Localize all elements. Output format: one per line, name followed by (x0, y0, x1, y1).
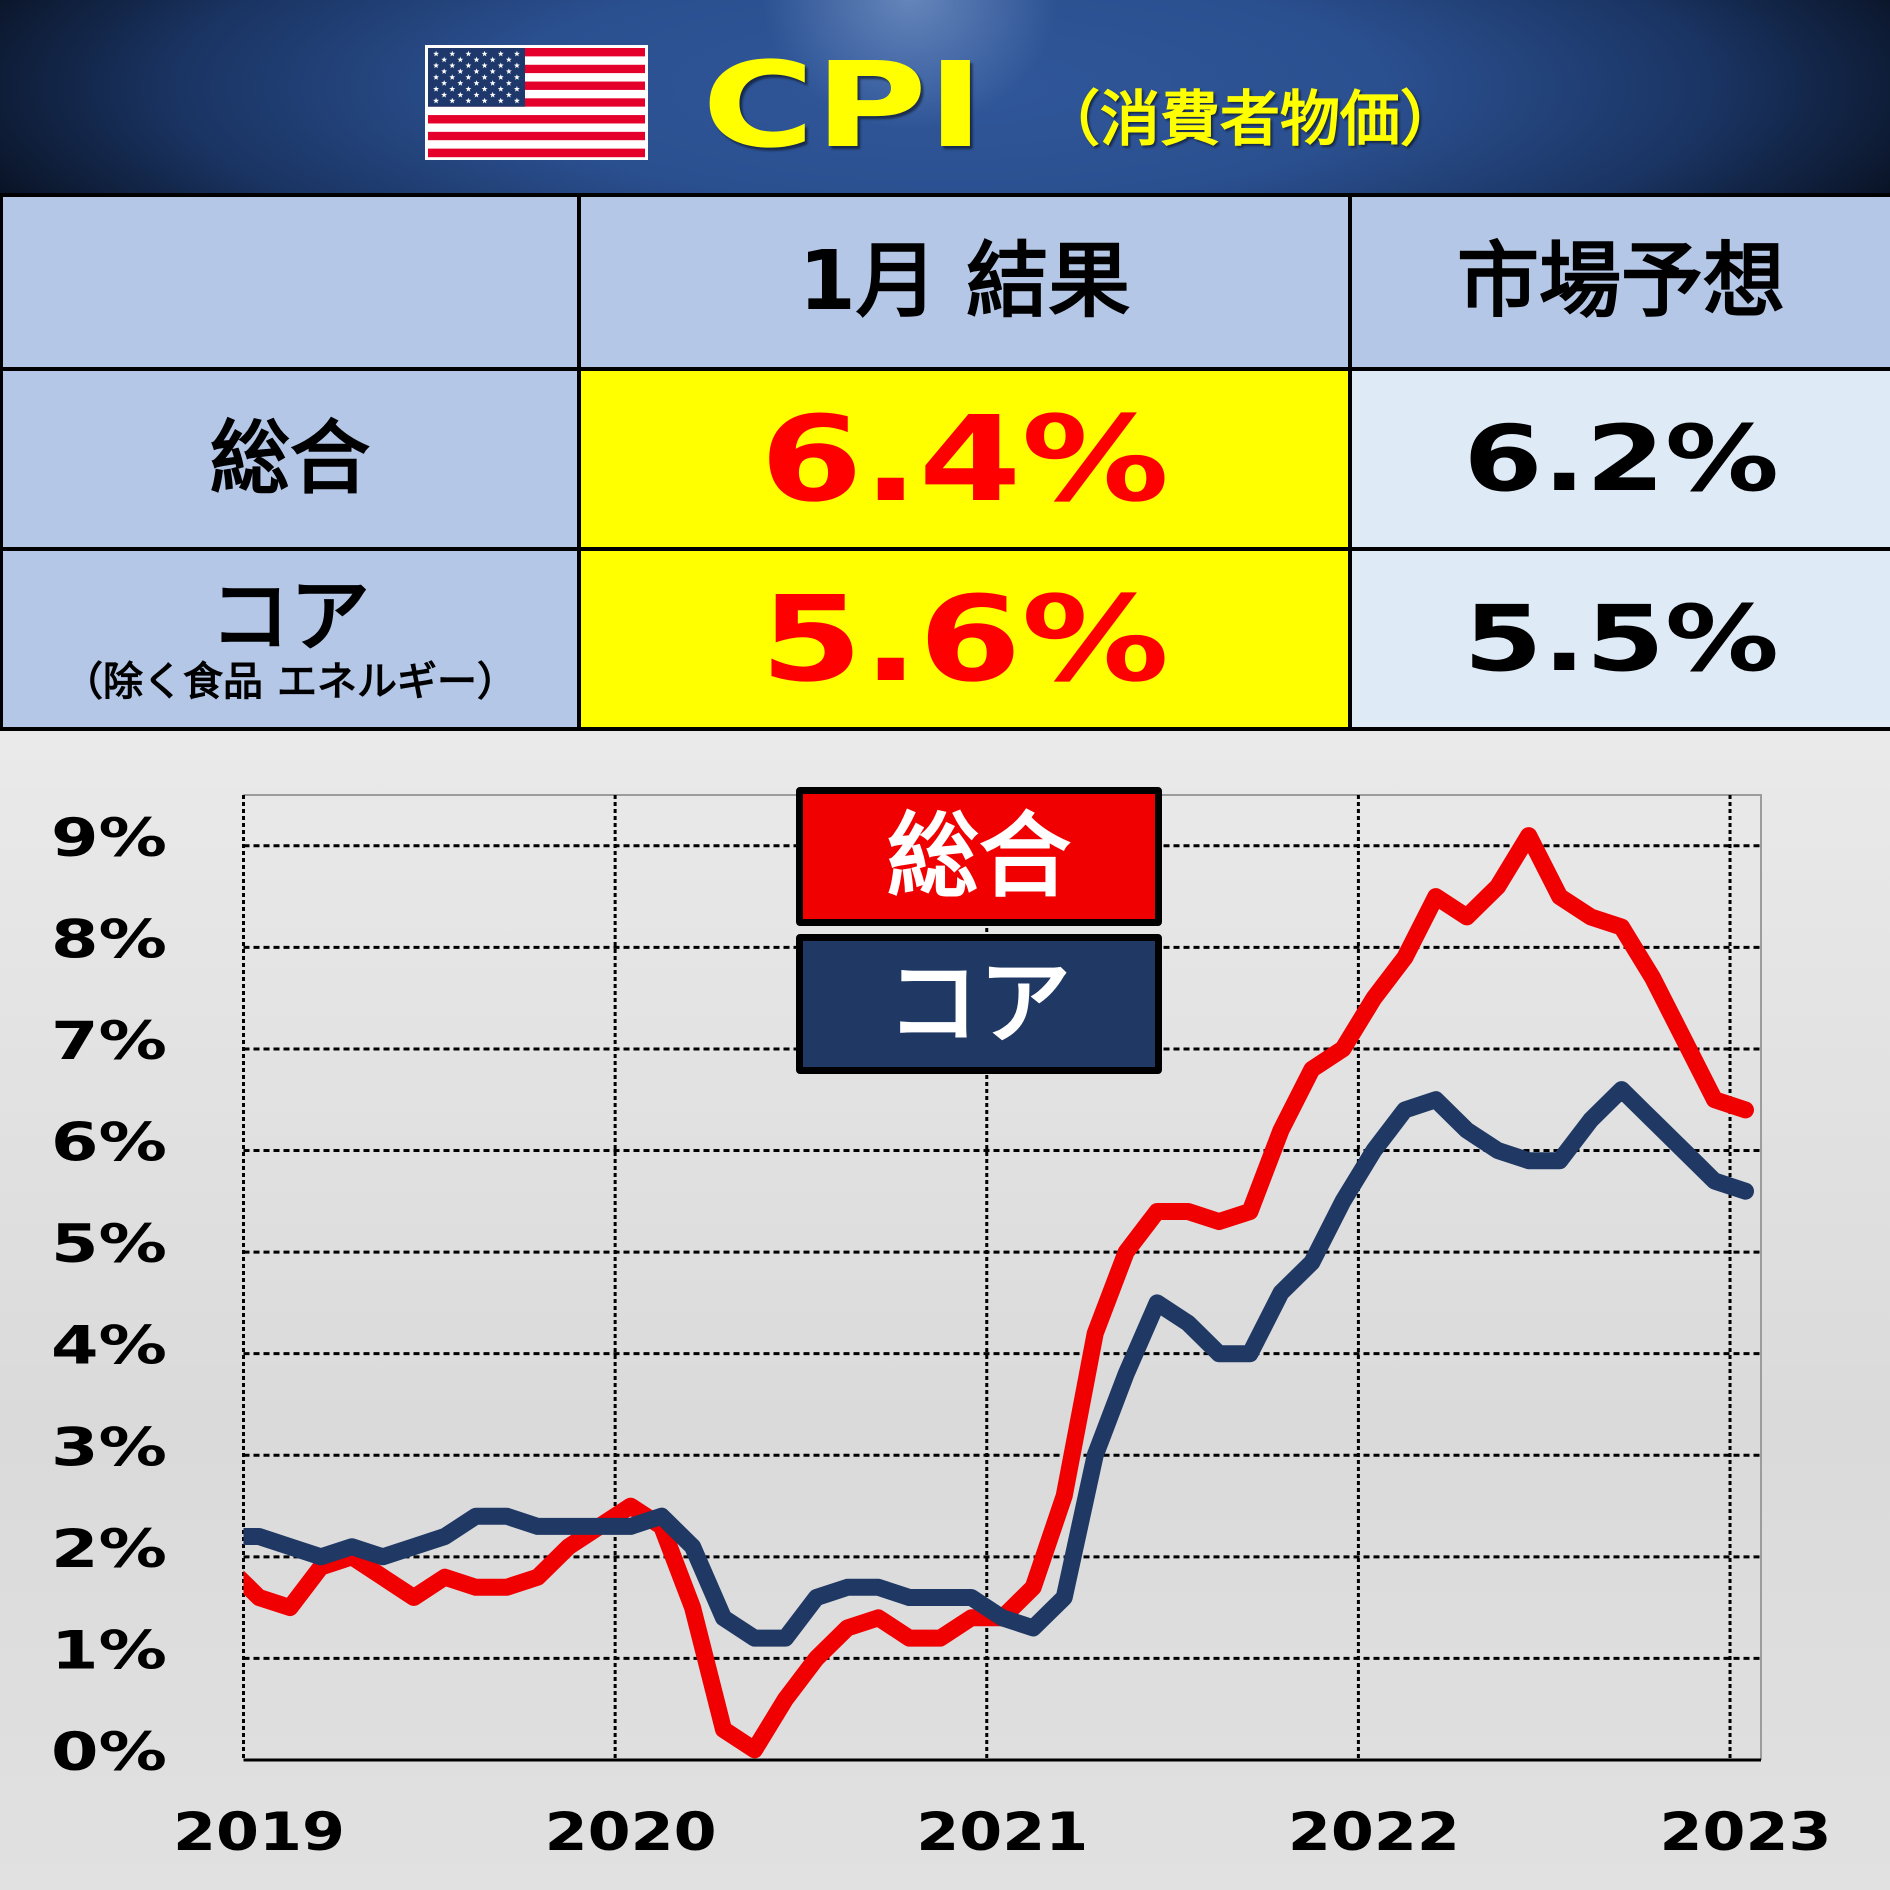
page-title: CPI (702, 36, 985, 174)
result-cell-headline: 6.4% (581, 371, 1348, 547)
page-subtitle: （消費者物価） (1040, 85, 1460, 155)
results-table: 1月 結果 市場予想 総合 6.4% 6.2% コア （除く食品 エネルギー） … (0, 193, 1890, 731)
us-flag-icon (425, 45, 648, 160)
y-tick-label: 9% (51, 808, 167, 869)
table-header-forecast: 市場予想 (1352, 197, 1890, 367)
y-tick-label: 3% (51, 1417, 167, 1478)
row-sublabel: （除く食品 エネルギー） (63, 658, 517, 705)
table-header-label: 1月 結果 (798, 234, 1131, 329)
y-tick-label: 4% (51, 1316, 167, 1377)
x-tick-label: 2022 (1288, 1802, 1460, 1863)
row-label-headline: 総合 (3, 371, 577, 547)
series-line-core (243, 1081, 1754, 1647)
forecast-value: 5.5% (1463, 586, 1779, 692)
header-banner: CPI （消費者物価） (0, 0, 1890, 194)
y-tick-label: 1% (51, 1620, 167, 1681)
y-tick-label: 6% (51, 1113, 167, 1174)
y-tick-label: 8% (51, 909, 167, 970)
legend-item-headline: 総合 (796, 787, 1162, 926)
y-tick-label: 0% (51, 1722, 167, 1783)
y-tick-label: 7% (51, 1011, 167, 1072)
x-tick-label: 2020 (545, 1802, 717, 1863)
legend-label: 総合 (886, 802, 1071, 910)
result-cell-core: 5.6% (581, 551, 1348, 727)
table-header-label: 市場予想 (1456, 234, 1785, 329)
row-label: 総合 (210, 412, 370, 505)
forecast-value: 6.2% (1463, 406, 1779, 512)
legend-item-core: コア (796, 934, 1162, 1074)
x-tick-label: 2023 (1660, 1802, 1832, 1863)
result-value: 5.6% (759, 570, 1170, 708)
y-tick-label: 2% (51, 1519, 167, 1580)
cpi-line-chart: 0% 1% 2% 3% 4% 5% 6% 7% 8% 9% 2019 2020 2021 2022 2023 (51, 794, 1832, 1863)
row-label-core: コア （除く食品 エネルギー） (3, 551, 577, 727)
result-value: 6.4% (759, 390, 1170, 528)
forecast-cell-core: 5.5% (1352, 551, 1890, 727)
row-label: コア (210, 569, 370, 663)
x-tick-label: 2021 (916, 1802, 1088, 1863)
forecast-cell-headline: 6.2% (1352, 371, 1890, 547)
legend-label: コア (886, 950, 1071, 1057)
y-tick-label: 5% (51, 1214, 167, 1275)
plot-area-border (243, 794, 1762, 1760)
x-tick-label: 2019 (173, 1802, 345, 1863)
table-header-blank (3, 197, 577, 367)
header-glow (760, 0, 1060, 130)
table-header-result: 1月 結果 (581, 197, 1348, 367)
